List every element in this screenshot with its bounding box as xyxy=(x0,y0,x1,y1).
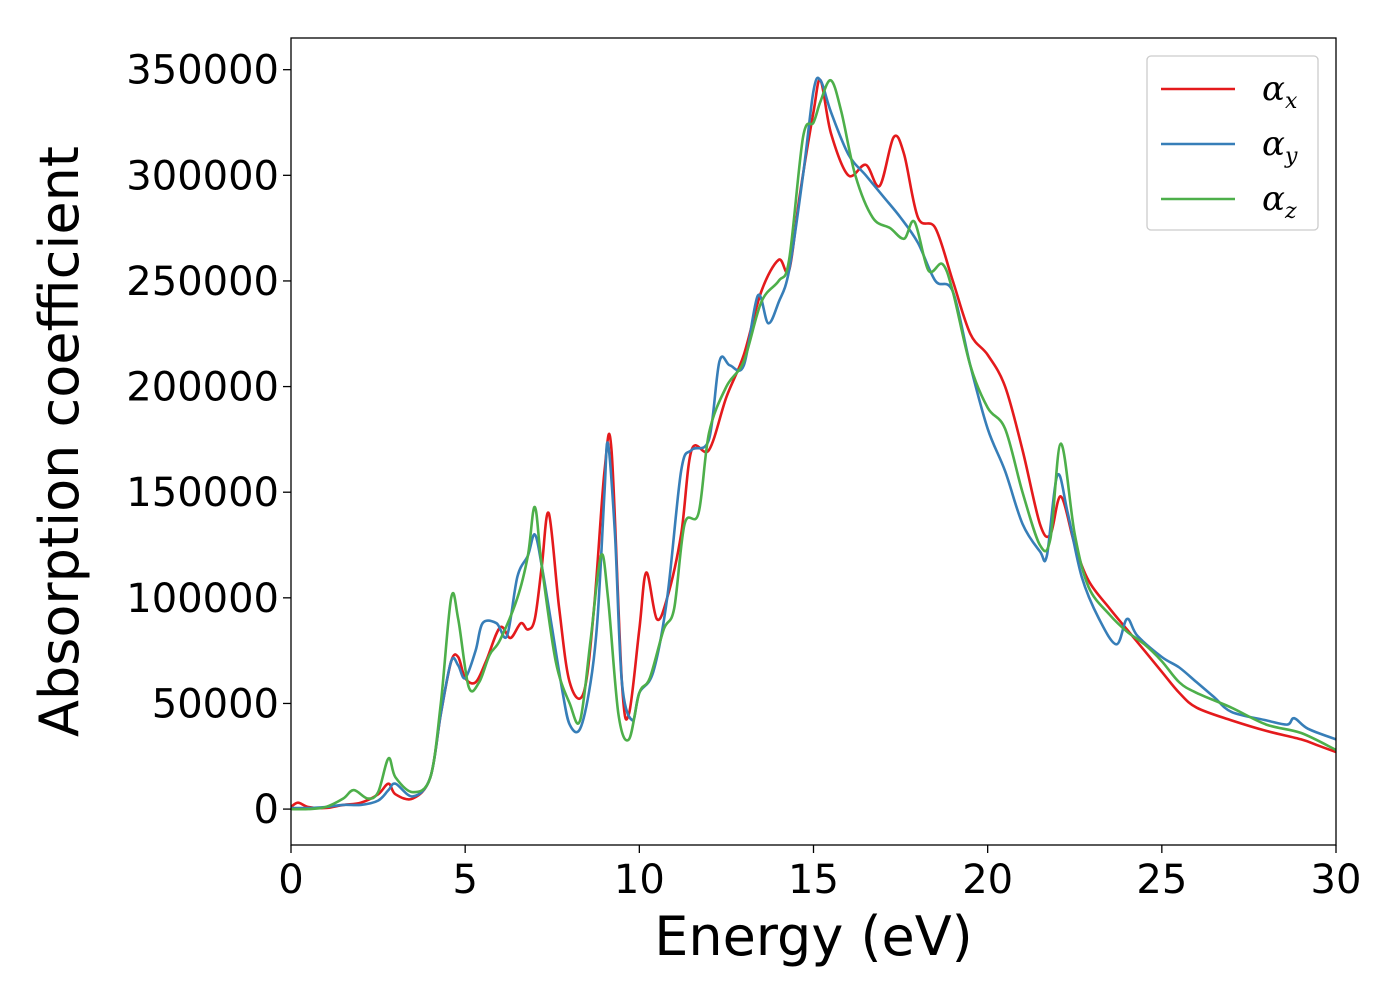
x-tick-label: 0 xyxy=(278,857,303,903)
legend-label-x: αx xyxy=(1262,69,1298,114)
x-tick-label: 15 xyxy=(788,857,839,903)
y-axis: 0 50000 100000 150000 200000 250000 300000 3500… xyxy=(126,48,291,833)
y-axis-title: Absorption coefficient xyxy=(28,146,91,737)
x-tick-label: 5 xyxy=(452,857,477,903)
series-line-x xyxy=(291,78,1336,810)
y-tick-label: 50000 xyxy=(152,681,279,727)
y-tick-label: 350000 xyxy=(126,48,279,94)
series-line-z xyxy=(291,78,1336,811)
legend-label-z: αz xyxy=(1262,179,1297,224)
y-tick-label: 0 xyxy=(254,787,279,833)
y-tick-label: 200000 xyxy=(126,365,279,411)
legend: αx αy αz xyxy=(1146,55,1319,231)
x-tick-label: 30 xyxy=(1311,857,1362,903)
legend-label-y: αy xyxy=(1262,124,1298,169)
x-tick-label: 20 xyxy=(962,857,1013,903)
x-axis: 0 5 10 15 20 25 30 xyxy=(278,845,1361,903)
x-tick-label: 25 xyxy=(1136,857,1187,903)
x-tick-label: 10 xyxy=(614,857,665,903)
y-tick-label: 250000 xyxy=(126,259,279,305)
y-tick-label: 150000 xyxy=(126,470,279,516)
series-group xyxy=(291,76,1336,811)
y-tick-label: 100000 xyxy=(126,576,279,622)
y-tick-label: 300000 xyxy=(126,153,279,199)
series-line-y xyxy=(291,76,1336,810)
x-axis-title: Energy (eV) xyxy=(654,905,973,968)
